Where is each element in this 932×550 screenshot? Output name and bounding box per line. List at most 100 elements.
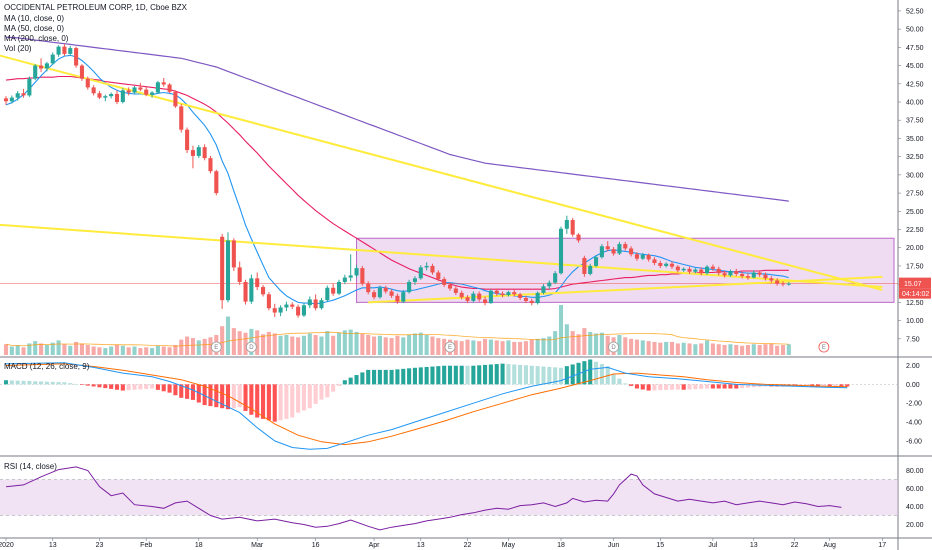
candle-body (331, 287, 336, 294)
rsi-band (0, 479, 898, 516)
candle (79, 64, 84, 81)
volume-bar (675, 343, 680, 355)
volume-bar (74, 341, 79, 355)
candle-body (278, 307, 283, 313)
candle (535, 291, 540, 305)
candle (85, 76, 90, 90)
candle (313, 294, 318, 311)
candle (687, 266, 692, 274)
indicator-ma200-label[interactable]: MA (200, close, 0) (4, 34, 69, 43)
indicator-ma10-label[interactable]: MA (10, close, 0) (4, 14, 65, 23)
volume-bar (465, 339, 470, 355)
candle (699, 267, 704, 276)
candle (33, 64, 38, 81)
rsi-tick-label: 40.00 (906, 504, 924, 511)
candle (436, 270, 441, 282)
volume-bar (138, 348, 143, 355)
candle (564, 215, 569, 234)
price-tick-label: 17.50 (906, 263, 924, 270)
time-tick-label: 22 (464, 542, 472, 549)
ma50-line (5, 75, 789, 290)
volume-bar (290, 336, 295, 355)
macd-histogram-bar (494, 364, 499, 385)
volume-bar (494, 340, 499, 355)
macd-histogram-bar (196, 384, 201, 403)
candle (74, 46, 79, 68)
candle-body (366, 283, 371, 293)
candle (377, 285, 382, 299)
volume-bar (39, 343, 44, 355)
candle (68, 45, 73, 56)
candle-body (640, 255, 645, 259)
volume-bar (412, 333, 417, 355)
candle-body (412, 278, 417, 282)
candle (599, 244, 604, 259)
candle-body (307, 299, 312, 306)
candle-body (190, 150, 195, 156)
candle (681, 267, 686, 272)
volume-bar (523, 341, 528, 355)
macd-histogram-bar (716, 384, 721, 389)
volume-bars (3, 305, 791, 355)
macd-histogram-bar (558, 367, 564, 385)
indicator-ma50-label[interactable]: MA (50, close, 0) (4, 24, 65, 33)
candle-body (301, 305, 306, 316)
candle (255, 272, 260, 290)
volume-bar (734, 345, 739, 355)
candle (442, 276, 447, 288)
macd-label[interactable]: MACD (12, 26, close, 9) (4, 362, 90, 371)
volume-bar (50, 342, 55, 355)
candle (705, 265, 710, 275)
rsi-label[interactable]: RSI (14, close) (4, 462, 57, 471)
candle-body (401, 292, 406, 302)
macd-tick-label: -2.00 (906, 401, 922, 408)
candle (710, 264, 715, 272)
event-label: E (822, 345, 826, 351)
rsi-tick-label: 20.00 (906, 522, 924, 529)
macd-histogram-bar (664, 384, 669, 390)
candle (62, 43, 67, 57)
volume-bar (500, 341, 505, 355)
macd-histogram-bar (564, 366, 569, 385)
volume-bar (313, 335, 318, 355)
candle (249, 274, 254, 304)
volume-bar (126, 347, 131, 355)
candle (459, 290, 464, 300)
macd-histogram-bar (132, 384, 137, 390)
volume-bar (278, 335, 283, 355)
macd-histogram-bar (594, 361, 599, 385)
candle-body (564, 220, 569, 229)
rsi-line (5, 466, 842, 531)
candle-body (629, 248, 634, 255)
volume-bar (336, 332, 342, 355)
volume-bar (699, 343, 704, 355)
volume-bar (623, 337, 628, 355)
candle-body (757, 272, 762, 275)
candle (401, 289, 406, 304)
macd-tick-label: 0.00 (906, 382, 920, 389)
candle-body (751, 272, 756, 278)
candle-body (290, 304, 295, 307)
candle-body (611, 249, 616, 254)
price-tick-label: 45.00 (906, 63, 924, 70)
candle-body (418, 267, 423, 279)
candle (722, 271, 727, 278)
candle (138, 83, 143, 92)
macd-histogram-bar (255, 384, 260, 418)
candle (494, 288, 499, 296)
volume-bar (634, 339, 639, 355)
volume-bar (296, 337, 301, 355)
candle-body (599, 246, 604, 258)
candle (114, 90, 120, 105)
candle-body (33, 65, 38, 79)
candle-body (79, 65, 84, 79)
volume-bar (97, 347, 102, 355)
indicator-vol-label[interactable]: Vol (20) (4, 44, 32, 53)
candle (132, 85, 137, 94)
candle (360, 265, 365, 286)
candle (3, 96, 9, 105)
event-marker: E (818, 341, 830, 353)
volume-bar (231, 328, 236, 355)
macd-histogram-bar (266, 384, 271, 421)
